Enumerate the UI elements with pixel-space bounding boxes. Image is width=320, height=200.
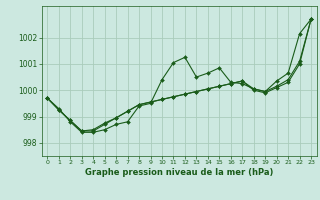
X-axis label: Graphe pression niveau de la mer (hPa): Graphe pression niveau de la mer (hPa)	[85, 168, 273, 177]
